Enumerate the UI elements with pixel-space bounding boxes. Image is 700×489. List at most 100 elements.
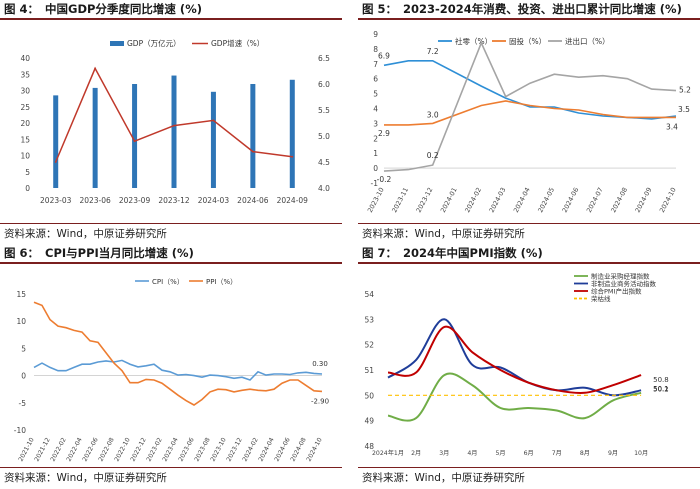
y-tick-label: 10	[16, 317, 26, 326]
panel-fig6: 图 6： CPI与PPI当月同比增速 (%) -10 -5 0 5 10 15 CPI（%） P…	[0, 244, 342, 489]
x-tick-label: 5月	[495, 450, 505, 457]
data-label: 0.2	[427, 151, 439, 160]
y-tick-label: 50	[364, 391, 374, 400]
point-gdp-growth	[251, 150, 254, 153]
x-tick-label: 8月	[580, 450, 590, 457]
legend-label: 进出口（%）	[565, 36, 610, 46]
line-series-imports-exports	[383, 40, 677, 172]
y-tick-label: 5	[373, 90, 378, 99]
y-right-tick-label: 4.5	[318, 158, 330, 167]
y-left-tick-label: 20	[20, 119, 30, 128]
line-non-manufacturing-pmi	[387, 318, 642, 397]
y-tick-label: 54	[364, 290, 374, 299]
data-label: 50.2	[653, 385, 669, 393]
point-gdp-growth	[133, 140, 136, 143]
y-right-tick-label: 6.0	[318, 80, 330, 89]
x-tick-label: 2月	[411, 450, 421, 457]
y-tick-label: 0	[373, 164, 378, 173]
y-tick-label: -1	[371, 179, 379, 188]
y-tick-label: 49	[364, 417, 374, 426]
data-label: 3.0	[427, 110, 439, 119]
line-series-fixed-investment	[384, 100, 676, 126]
bar-gdp	[289, 79, 295, 188]
x-tick-label: 2023-11	[390, 186, 410, 214]
bar-gdp	[53, 95, 59, 188]
legend-label-growth: GDP增速（%）	[211, 38, 264, 48]
data-label: 7.2	[427, 47, 439, 56]
data-label: 50.1	[653, 385, 669, 393]
x-tick-label: 2024-03	[198, 196, 230, 205]
legend-label: CPI（%）	[152, 278, 184, 286]
bar-gdp	[92, 87, 98, 188]
y-left-tick-label: 5	[25, 168, 30, 177]
data-label: 3.5	[678, 105, 690, 114]
line-composite-pmi	[387, 325, 642, 394]
point-gdp-growth	[212, 119, 215, 122]
bar-gdp	[250, 84, 256, 188]
line-cpi	[33, 359, 323, 381]
panel-fig4: 图 4： 中国GDP分季度同比增速 (%) 0 5 10 15 20 25 30 35 40 4.0…	[0, 0, 342, 244]
y-left-tick-label: 10	[20, 152, 30, 161]
x-tick-label: 2024-10	[658, 186, 678, 214]
source-note: 资料来源：Wind，中原证券研究所	[4, 228, 167, 240]
y-right-tick-label: 5.0	[318, 132, 330, 141]
panel-fig7: 图 7： 2024年中国PMI指数 (%) 48 49 50 51 52 53 54 制造业采购…	[358, 244, 700, 489]
legend-label: 固投（%）	[509, 36, 546, 46]
y-left-tick-label: 15	[20, 135, 30, 144]
x-tick-label: 2024-02	[463, 186, 483, 214]
y-tick-label: 7	[373, 60, 378, 69]
y-tick-label: 53	[364, 315, 374, 324]
legend-label: 非制造业商务活动指数	[591, 279, 657, 288]
x-tick-label: 2023-12	[158, 196, 190, 205]
bar-gdp	[132, 84, 138, 188]
x-tick-label: 4月	[467, 450, 477, 457]
point-gdp-growth	[54, 161, 57, 163]
y-tick-label: 9	[373, 30, 378, 39]
x-tick-label: 9月	[608, 450, 618, 457]
data-label: 2.9	[378, 129, 390, 138]
data-label: -0.2	[377, 175, 392, 184]
y-tick-label: 3	[373, 119, 378, 128]
x-tick-label: 2024-03	[488, 186, 508, 214]
panel-title: 图 7： 2024年中国PMI指数 (%)	[362, 246, 543, 260]
line-ppi	[33, 301, 323, 406]
source-note: 资料来源：Wind，中原证券研究所	[4, 472, 167, 484]
x-tick-label: 2024-08	[609, 186, 629, 214]
x-tick-label: 2023-10	[366, 186, 386, 214]
x-tick-label: 2024-06	[237, 196, 269, 205]
data-label: 5.2	[679, 86, 691, 95]
x-tick-label: 2023-09	[119, 196, 151, 205]
line-manufacturing-pmi	[387, 372, 642, 422]
legend-label: PPI（%）	[206, 278, 237, 286]
x-tick-label: 7月	[552, 450, 562, 457]
legend-label: 社零（%）	[455, 36, 492, 46]
data-label: 0.30	[312, 360, 328, 368]
legend-label-gdp: GDP（万亿元）	[127, 38, 181, 48]
source-note: 资料来源：Wind，中原证券研究所	[362, 472, 525, 484]
x-tick-label: 2024-10	[305, 437, 323, 463]
y-tick-label: 52	[364, 341, 374, 350]
x-tick-label: 2024-01	[439, 186, 459, 214]
y-left-tick-label: 40	[20, 54, 30, 63]
x-tick-label: 2024-09	[634, 186, 654, 214]
y-tick-label: 2	[373, 134, 378, 143]
chart-gdp: 0 5 10 15 20 25 30 35 40 4.0 4.5 5.0 5.5 6.0 6.5 GDP（万亿…	[20, 38, 330, 205]
panel-title: 图 5： 2023-2024年消费、投资、进出口累计同比增速 (%)	[362, 2, 682, 16]
legend-swatch-gdp	[110, 41, 124, 46]
legend-label: 综合PMI产出指数	[591, 287, 642, 296]
point-gdp-growth	[173, 124, 175, 127]
x-tick-label: 2023-12	[415, 186, 435, 214]
source-note: 资料来源：Wind，中原证券研究所	[362, 228, 525, 240]
y-tick-label: 51	[364, 366, 374, 375]
chart-consumption-investment-trade: -1 0 1 2 3 4 5 6 7 8 9 社零（%） 固投（%） 进出口（%） 6.9 7.2 2.9 3.0…	[366, 30, 691, 214]
chart-pmi: 48 49 50 51 52 53 54 制造业采购经理指数非制造业商务活动指数综合PMI产出…	[364, 272, 669, 458]
x-tick-label: 2024-06	[561, 186, 581, 214]
data-label: 50.8	[653, 376, 669, 384]
y-right-tick-label: 6.5	[318, 54, 330, 63]
y-tick-label: 5	[21, 344, 26, 353]
point-gdp-growth	[94, 67, 97, 70]
y-tick-label: 8	[373, 45, 378, 54]
x-tick-label: 2024-05	[536, 186, 556, 214]
panel-title: 图 4： 中国GDP分季度同比增速 (%)	[4, 2, 202, 16]
bar-gdp	[171, 75, 177, 188]
